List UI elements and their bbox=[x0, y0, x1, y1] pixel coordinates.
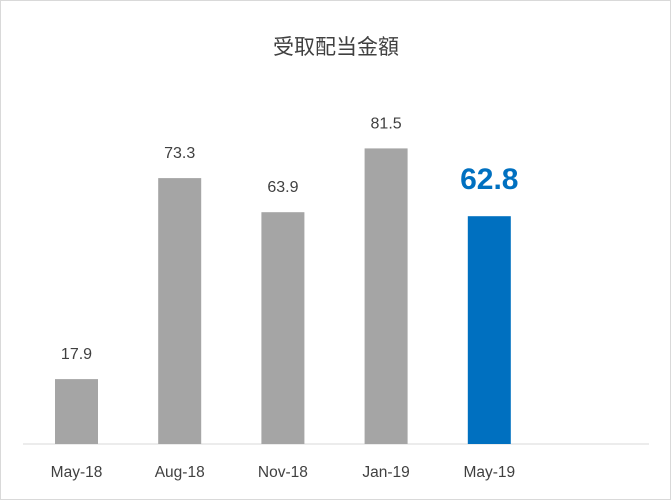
data-label-Nov-18: 63.9 bbox=[267, 179, 298, 196]
bar-Nov-18 bbox=[261, 212, 305, 444]
x-tick-label-Aug-18: Aug-18 bbox=[155, 464, 205, 481]
x-tick-label-May-19: May-19 bbox=[463, 464, 515, 481]
x-tick-label-May-18: May-18 bbox=[51, 464, 103, 481]
bar-May-19 bbox=[467, 216, 511, 444]
x-tick-label-Jan-19: Jan-19 bbox=[362, 464, 409, 481]
chart-title: 受取配当金額 bbox=[273, 35, 399, 59]
data-label-Aug-18: 73.3 bbox=[164, 145, 195, 162]
x-tick-label-Nov-18: Nov-18 bbox=[258, 464, 308, 481]
data-label-May-18: 17.9 bbox=[61, 346, 92, 363]
data-label-May-19: 62.8 bbox=[460, 163, 518, 196]
bar-May-18 bbox=[55, 379, 98, 444]
bar-Jan-19 bbox=[364, 148, 408, 444]
data-label-Jan-19: 81.5 bbox=[371, 115, 402, 132]
bar-Aug-18 bbox=[158, 178, 202, 444]
